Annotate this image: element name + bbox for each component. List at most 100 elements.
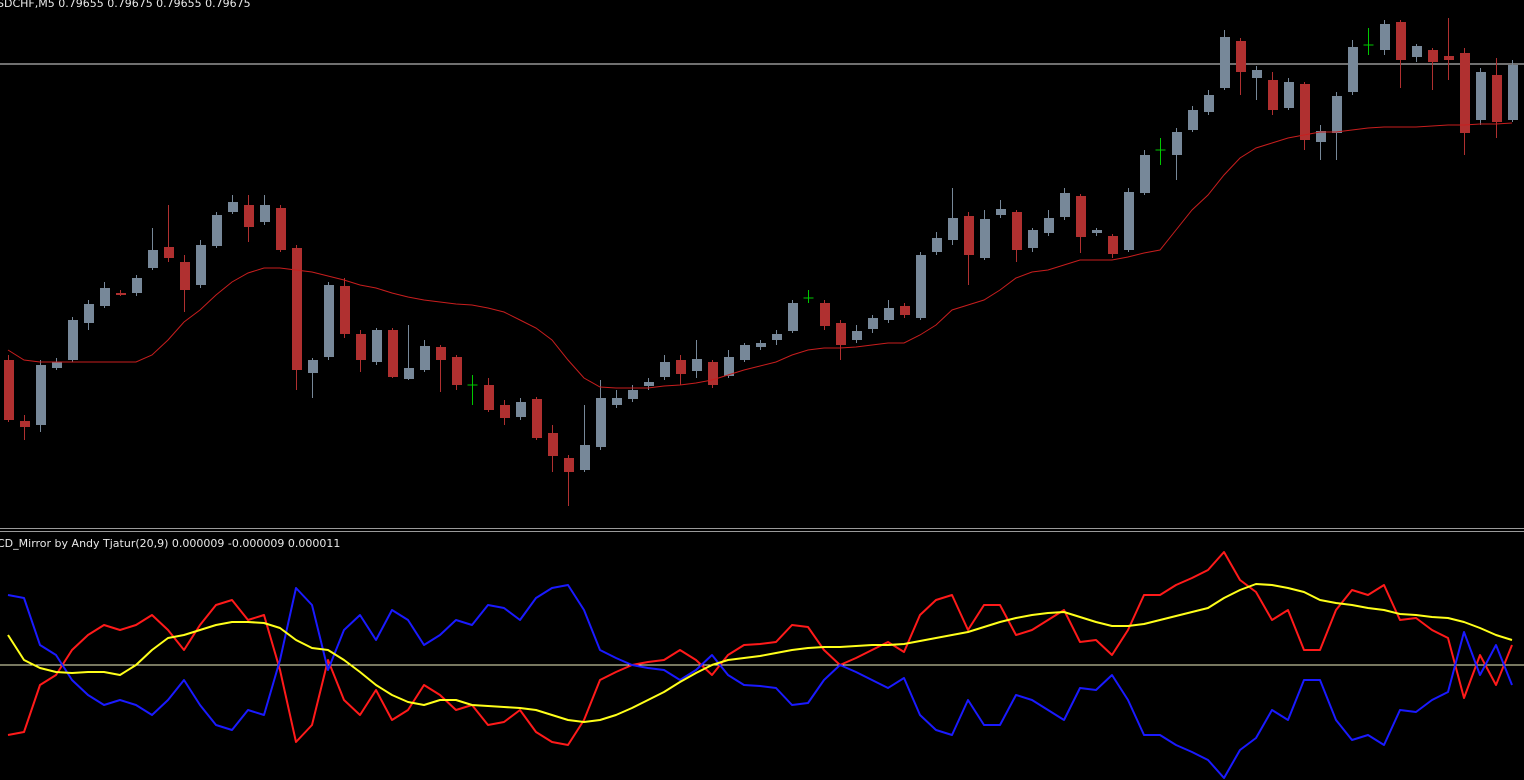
candle-body xyxy=(740,345,750,360)
indicator-line xyxy=(7,584,1513,779)
candle-body xyxy=(1284,82,1294,108)
candle-body xyxy=(212,215,222,246)
chart-title: SDCHF,M5 0.79655 0.79675 0.79655 0.79675 xyxy=(0,0,251,10)
candle-body xyxy=(1396,22,1406,60)
candle-body xyxy=(4,360,14,420)
candle-body xyxy=(772,334,782,340)
candle-body xyxy=(1492,75,1502,122)
candle-body xyxy=(884,308,894,320)
candle-body xyxy=(820,303,830,326)
candle-body xyxy=(164,247,174,258)
candle-body xyxy=(372,330,382,362)
candle-body xyxy=(1076,196,1086,237)
candle-body xyxy=(196,245,206,285)
candle-body xyxy=(420,346,430,370)
candle-body xyxy=(452,357,462,385)
candle-body xyxy=(564,458,574,472)
candle-body xyxy=(68,320,78,360)
candle-body xyxy=(948,218,958,240)
candle-body xyxy=(260,205,270,222)
candle-body xyxy=(244,205,254,227)
candle-body xyxy=(1476,72,1486,120)
candle-body xyxy=(644,382,654,386)
candle-body xyxy=(1012,212,1022,250)
candle-body xyxy=(484,385,494,410)
candle-body xyxy=(436,347,446,360)
candle-body xyxy=(1412,46,1422,57)
candle-body xyxy=(900,306,910,315)
candle-body xyxy=(1316,131,1326,142)
candle-body xyxy=(836,323,846,345)
candle-body xyxy=(756,343,766,347)
indicator-line xyxy=(7,551,1513,746)
candle-body xyxy=(1444,56,1454,60)
candle-body xyxy=(356,334,366,360)
candle-body xyxy=(788,303,798,331)
candle-body xyxy=(692,359,702,371)
candle-body xyxy=(116,293,126,295)
candle-body xyxy=(1508,65,1518,120)
candle-body xyxy=(36,365,46,425)
candle-body xyxy=(1460,53,1470,133)
candle-body xyxy=(1332,96,1342,133)
candle-body xyxy=(1428,50,1438,62)
candle-body xyxy=(500,405,510,418)
candle-body xyxy=(1268,80,1278,110)
candle-body xyxy=(1140,155,1150,193)
candle-body xyxy=(228,202,238,212)
candle-body xyxy=(980,219,990,258)
candle-body xyxy=(1060,193,1070,217)
candle-body xyxy=(20,421,30,427)
candle-body xyxy=(580,445,590,470)
candle-body xyxy=(276,208,286,250)
candle-body xyxy=(964,216,974,255)
candle-body xyxy=(1204,95,1214,112)
candle-body xyxy=(916,255,926,318)
candle-body xyxy=(1092,230,1102,233)
candle-body xyxy=(532,399,542,438)
indicator-line xyxy=(7,583,1513,723)
candle-body xyxy=(852,331,862,340)
candle-body xyxy=(148,250,158,268)
candle-body xyxy=(996,209,1006,215)
candle-body xyxy=(1236,41,1246,72)
indicator-panel xyxy=(0,551,1524,779)
candle-body xyxy=(340,286,350,334)
candle-body xyxy=(932,238,942,252)
candle-body xyxy=(868,318,878,329)
candle-body xyxy=(676,360,686,374)
moving-average xyxy=(7,122,1513,389)
candle-body xyxy=(180,262,190,290)
candle-body xyxy=(1028,230,1038,248)
candle-body xyxy=(516,402,526,417)
candle-body xyxy=(100,288,110,306)
candle-body xyxy=(1300,84,1310,140)
candle-body xyxy=(308,360,318,373)
candle-body xyxy=(708,362,718,385)
candle-body xyxy=(548,433,558,456)
candle-body xyxy=(1044,218,1054,233)
candle-body xyxy=(1220,37,1230,88)
candle-body xyxy=(292,248,302,370)
candle-body xyxy=(1124,192,1134,250)
candle-body xyxy=(628,390,638,399)
candle-body xyxy=(660,362,670,377)
candle-body xyxy=(1348,47,1358,92)
candle-body xyxy=(1108,236,1118,254)
candle-body xyxy=(724,357,734,376)
candle-body xyxy=(84,304,94,323)
candle-body xyxy=(1380,24,1390,50)
candle-body xyxy=(596,398,606,447)
candle-body xyxy=(1172,132,1182,155)
candle-body xyxy=(132,278,142,293)
candle-body xyxy=(612,398,622,405)
candle-body xyxy=(404,368,414,379)
candle-body xyxy=(1252,70,1262,78)
candle-body xyxy=(1188,110,1198,130)
price-panel xyxy=(0,18,1524,506)
candle-body xyxy=(52,362,62,368)
candle-body xyxy=(388,330,398,377)
